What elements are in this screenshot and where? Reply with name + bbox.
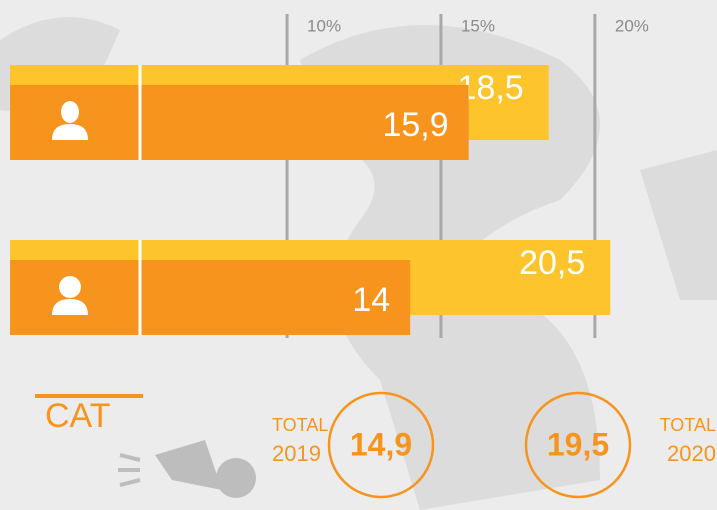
- bars: 18,520,515,914: [10, 65, 611, 335]
- icon-body: [52, 299, 88, 315]
- x-tick-label: 15%: [461, 16, 495, 35]
- totals: 14,9 TOTAL 2019 19,5 TOTAL 2020: [272, 391, 716, 499]
- value-label: 14: [352, 281, 390, 319]
- legend-region: CAT: [35, 394, 256, 498]
- total-year: 2020: [667, 441, 716, 466]
- icon-head: [61, 101, 79, 123]
- megaphone-icon: [118, 440, 256, 498]
- total-text: TOTAL: [660, 415, 716, 435]
- total-value: 19,5: [547, 426, 609, 462]
- total-year: 2019: [272, 441, 321, 466]
- x-tick-label: 20%: [615, 16, 649, 35]
- total-text: TOTAL: [272, 415, 328, 435]
- female-icon: [52, 276, 88, 315]
- male-icon: [52, 101, 88, 140]
- bar: [10, 260, 411, 335]
- total-value: 14,9: [350, 426, 412, 462]
- total-circle: [327, 391, 435, 499]
- x-tick-label: 10%: [307, 16, 341, 35]
- total-circle: [524, 391, 632, 499]
- value-label: 15,9: [382, 106, 448, 144]
- value-label: 20,5: [519, 244, 585, 282]
- bar: [10, 85, 469, 160]
- icon-head: [59, 276, 81, 298]
- region-label: CAT: [45, 397, 110, 435]
- icon-body: [52, 124, 88, 140]
